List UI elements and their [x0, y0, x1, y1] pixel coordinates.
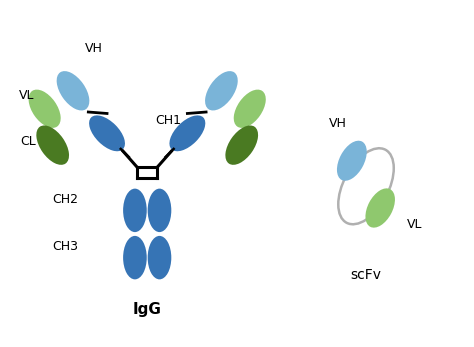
Ellipse shape [123, 189, 147, 232]
Ellipse shape [57, 71, 89, 110]
Text: scFv: scFv [350, 268, 382, 282]
Text: VL: VL [407, 218, 423, 230]
Text: VH: VH [329, 117, 346, 129]
Text: CH3: CH3 [53, 240, 79, 253]
Ellipse shape [148, 189, 171, 232]
Text: VL: VL [19, 89, 35, 102]
Ellipse shape [365, 188, 395, 228]
Ellipse shape [169, 116, 205, 151]
Ellipse shape [28, 90, 61, 128]
Ellipse shape [337, 141, 367, 181]
Text: CL: CL [20, 135, 36, 148]
Text: CH1: CH1 [156, 114, 182, 127]
Ellipse shape [89, 116, 125, 151]
Text: IgG: IgG [133, 302, 162, 317]
Ellipse shape [123, 236, 147, 279]
Ellipse shape [36, 126, 69, 165]
Ellipse shape [225, 126, 258, 165]
Text: CH2: CH2 [53, 193, 79, 206]
Text: VH: VH [85, 42, 103, 56]
Ellipse shape [205, 71, 238, 110]
Ellipse shape [234, 90, 266, 128]
Ellipse shape [148, 236, 171, 279]
